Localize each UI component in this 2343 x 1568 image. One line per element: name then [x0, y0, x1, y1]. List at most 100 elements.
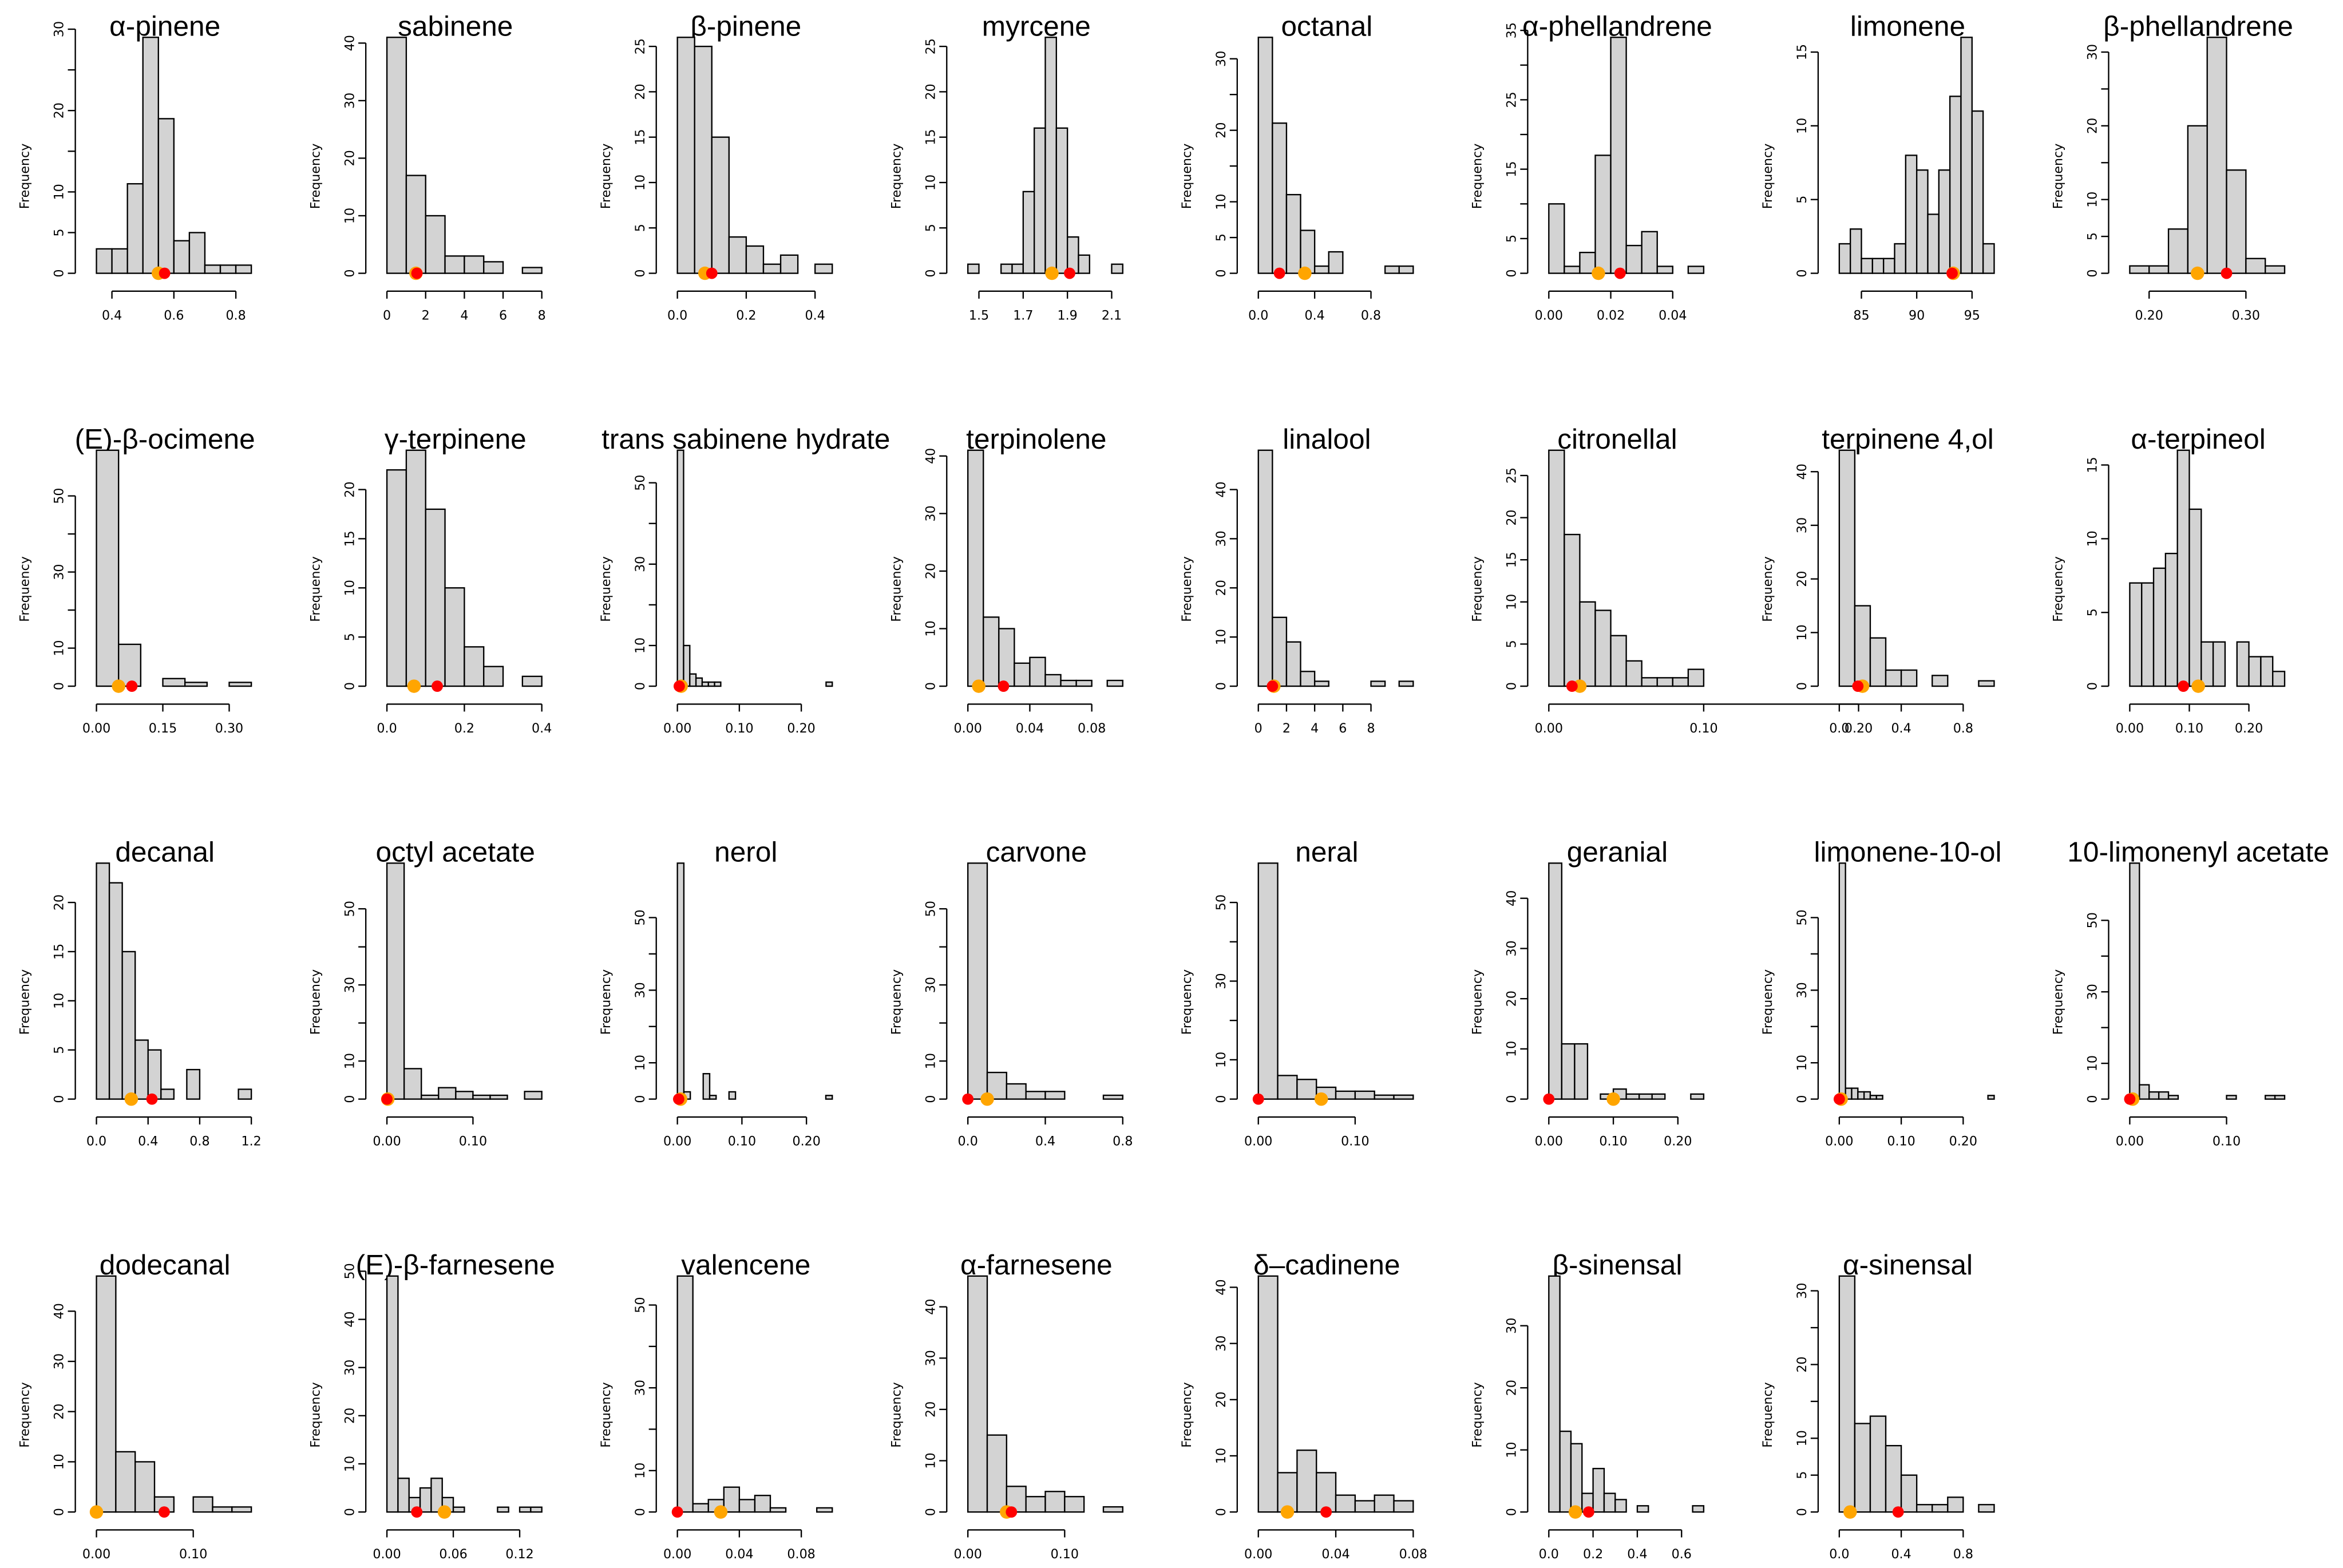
x-tick-label: 0.10 — [725, 721, 753, 736]
y-tick-label: 15 — [2085, 457, 2100, 473]
panel-title: decanal — [115, 836, 215, 868]
histogram-bar — [425, 508, 446, 687]
y-axis-label: Frequency — [18, 1382, 33, 1448]
panel-title: trans sabinene hydrate — [601, 423, 890, 455]
histogram-panel: β-sinensal Frequency 0 10 20 30 0.0 0.2 0.4 0.6 — [1470, 1249, 1705, 1562]
y-tick-label: 0 — [1795, 1095, 1810, 1103]
x-tick-label: 0.20 — [792, 1134, 820, 1149]
y-tick-label: 30 — [342, 93, 357, 109]
histogram-panel: neral Frequency 0 10 30 50 0.00 0.10 — [1180, 836, 1414, 1149]
y-tick-label: 10 — [2085, 1055, 2100, 1071]
orange-marker — [124, 1092, 138, 1106]
red-marker — [159, 1506, 170, 1518]
y-tick-label: 0 — [1795, 1508, 1810, 1516]
y-tick-label: 10 — [1504, 1442, 1519, 1458]
y-tick-label: 10 — [342, 208, 357, 224]
histogram-bar — [188, 232, 206, 274]
y-tick-label: 0 — [633, 1508, 648, 1516]
orange-marker — [437, 1505, 452, 1519]
orange-marker — [972, 679, 986, 693]
panel-title: α-terpineol — [2131, 423, 2265, 455]
x-tick-label: 0.04 — [1659, 308, 1687, 323]
y-tick-label: 50 — [342, 1263, 357, 1279]
histogram-bar — [521, 675, 543, 687]
y-axis-label: Frequency — [1760, 556, 1775, 622]
histogram-bar — [228, 682, 252, 687]
histogram-bar — [1838, 1275, 1856, 1513]
histogram-bar — [1022, 191, 1035, 274]
y-tick-label: 20 — [1214, 1392, 1229, 1408]
y-axis-label: Frequency — [18, 144, 33, 209]
x-tick-label: 0.0 — [958, 1134, 978, 1149]
y-tick-label: 0 — [923, 269, 938, 277]
red-marker — [146, 1093, 158, 1105]
y-tick-label: 10 — [1795, 1055, 1810, 1071]
panel-title: terpinolene — [966, 423, 1106, 455]
histogram-bar — [1277, 1075, 1298, 1100]
y-tick-label: 0 — [1214, 1508, 1229, 1516]
y-tick-label: 0 — [2085, 1095, 2100, 1103]
histogram-bar — [1025, 1091, 1046, 1100]
x-tick-label: 0.00 — [373, 1547, 401, 1562]
histogram-bar — [1257, 449, 1273, 687]
orange-marker — [1298, 266, 1312, 280]
histogram-bar — [1625, 244, 1643, 274]
panel-title: β-pinene — [690, 10, 801, 42]
histogram-bar — [754, 1495, 771, 1513]
histogram-bar — [1374, 1094, 1395, 1100]
y-axis-label: Frequency — [308, 144, 323, 209]
x-tick-label: 0.08 — [787, 1547, 815, 1562]
histogram-bar — [405, 175, 426, 274]
red-marker — [673, 680, 685, 692]
histogram-bar — [108, 882, 123, 1100]
histogram-bar — [118, 643, 142, 687]
histogram-bar — [1300, 229, 1316, 274]
histogram-bar — [397, 1478, 410, 1513]
histogram-bar — [231, 1506, 252, 1513]
x-tick-label: 8 — [538, 308, 546, 323]
y-tick-label: 0 — [633, 1095, 648, 1103]
histogram-panel: 10-limonenyl acetate Frequency 0 10 30 50 0.00… — [2051, 836, 2329, 1149]
y-tick-label: 0 — [2085, 269, 2100, 277]
histogram-bar — [184, 682, 208, 687]
orange-marker — [1606, 1092, 1620, 1106]
panel-title: geranial — [1567, 836, 1668, 868]
x-tick-label: 0.12 — [505, 1547, 533, 1562]
y-axis-label: Frequency — [308, 969, 323, 1035]
x-tick-label: 0.8 — [1361, 308, 1381, 323]
y-tick-label: 30 — [1504, 1318, 1519, 1334]
histogram-bar — [1894, 243, 1906, 274]
x-tick-label: 0.10 — [728, 1134, 756, 1149]
panel-title: β-phellandrene — [2103, 10, 2293, 42]
y-tick-label: 10 — [342, 580, 357, 596]
y-tick-label: 0 — [923, 1095, 938, 1103]
x-tick-label: 0.00 — [663, 1134, 691, 1149]
histogram-bar — [825, 681, 833, 687]
histogram-bar — [173, 240, 191, 274]
histogram-bar — [219, 264, 237, 274]
orange-marker — [112, 679, 125, 693]
histogram-bar — [2129, 265, 2150, 274]
histogram-bar — [1947, 1496, 1964, 1513]
y-tick-label: 10 — [2085, 192, 2100, 208]
y-tick-label: 5 — [1214, 233, 1229, 241]
histogram-bar — [2260, 656, 2274, 687]
y-tick-label: 20 — [1795, 1356, 1810, 1372]
histogram-bar — [1393, 1500, 1414, 1513]
y-tick-label: 15 — [1504, 552, 1519, 568]
red-marker — [2221, 267, 2233, 279]
red-marker — [1892, 1506, 1904, 1518]
x-tick-label: 0.10 — [179, 1547, 207, 1562]
y-tick-label: 0 — [52, 269, 67, 277]
x-tick-label: 0.0 — [1248, 308, 1268, 323]
histogram-bar — [497, 1506, 509, 1513]
histogram-bar — [1882, 258, 1895, 274]
panel-title: (E)-β-farnesene — [356, 1249, 555, 1281]
y-tick-label: 0 — [1795, 682, 1810, 690]
histogram-bar — [689, 673, 697, 687]
histogram-bar — [2226, 1095, 2237, 1100]
histogram-bar — [1579, 601, 1596, 687]
x-tick-label: 0.00 — [953, 1547, 981, 1562]
